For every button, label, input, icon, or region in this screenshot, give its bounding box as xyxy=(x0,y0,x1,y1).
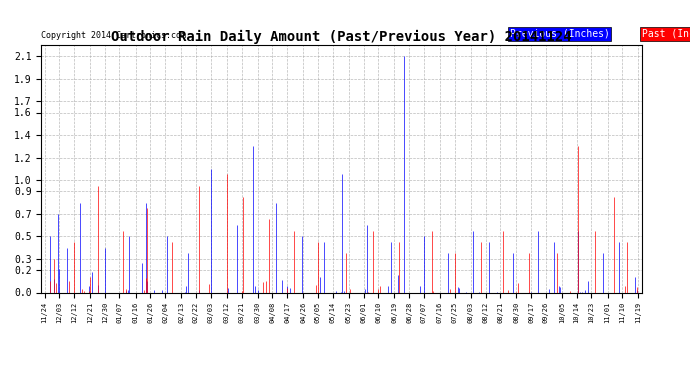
Title: Outdoor Rain Daily Amount (Past/Previous Year) 20141124: Outdoor Rain Daily Amount (Past/Previous… xyxy=(111,30,572,44)
Text: Previous (Inches): Previous (Inches) xyxy=(510,29,609,39)
Text: Copyright 2014 Cartronics.com: Copyright 2014 Cartronics.com xyxy=(41,31,186,40)
Text: Past (Inches): Past (Inches) xyxy=(642,29,690,39)
